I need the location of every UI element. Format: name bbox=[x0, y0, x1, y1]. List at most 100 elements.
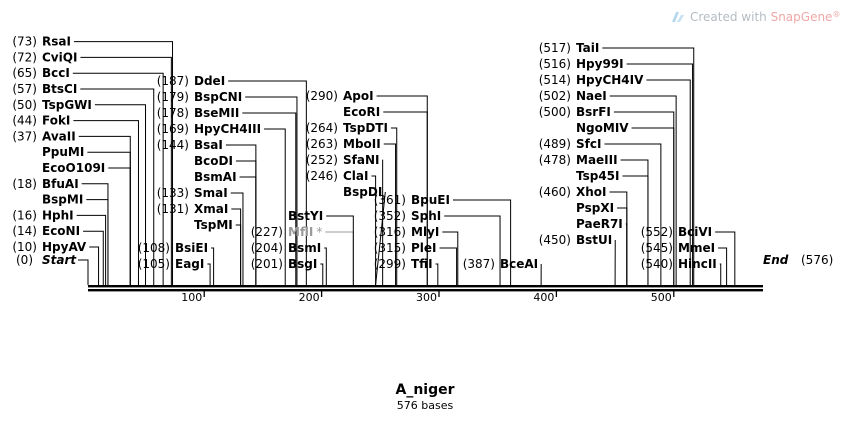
site-bsiei[interactable]: (108) BsiEI bbox=[138, 241, 208, 255]
site-plei[interactable]: (315) PleI bbox=[374, 241, 437, 255]
site-btsci[interactable]: (57) BtsCI bbox=[12, 82, 77, 96]
site-mboii[interactable]: (263) MboII bbox=[306, 137, 381, 151]
site-tspdti[interactable]: (264) TspDTI bbox=[306, 121, 388, 135]
site-name[interactable]: EagI bbox=[175, 257, 204, 271]
site-avaii[interactable]: (37) AvaII bbox=[12, 129, 75, 143]
site-ddei[interactable]: (187) DdeI bbox=[157, 74, 225, 88]
site-name[interactable]: SphI bbox=[411, 209, 441, 223]
site-tspgwi[interactable]: (50) TspGWI bbox=[12, 98, 92, 112]
site-bsmai[interactable]: BsmAI bbox=[194, 170, 237, 184]
site-bfuai[interactable]: (18) BfuAI bbox=[12, 177, 78, 191]
site-name[interactable]: XmaI bbox=[194, 202, 228, 216]
site-ecoo109i[interactable]: EcoO109I bbox=[42, 161, 105, 175]
site-tspmi[interactable]: TspMI bbox=[194, 218, 233, 232]
site-apoi[interactable]: (290) ApoI bbox=[306, 89, 374, 103]
site-bsgi[interactable]: (201) BsgI bbox=[251, 257, 318, 271]
site-mfli[interactable]: (227) MflI * bbox=[251, 225, 323, 239]
site-bceai[interactable]: (387) BceAI bbox=[463, 257, 538, 271]
site-foki[interactable]: (44) FokI bbox=[12, 114, 70, 128]
site-maeiii[interactable]: (478) MaeIII bbox=[539, 153, 618, 167]
site-name[interactable]: HpyAV bbox=[42, 240, 87, 254]
site-hphi[interactable]: (16) HphI bbox=[12, 208, 73, 222]
site-name[interactable]: MmeI bbox=[678, 241, 715, 255]
site-name[interactable]: HphI bbox=[42, 208, 74, 222]
site-bcivi[interactable]: (552) BciVI bbox=[641, 225, 712, 239]
site-name[interactable]: NaeI bbox=[576, 89, 607, 103]
site-name[interactable]: BseMII bbox=[194, 106, 239, 120]
site-name[interactable]: Hpy99I bbox=[576, 57, 624, 71]
site-name[interactable]: PpuMI bbox=[42, 145, 84, 159]
site-name[interactable]: HpyCH4III bbox=[194, 122, 261, 136]
site-naei[interactable]: (502) NaeI bbox=[539, 89, 607, 103]
site-paer7i[interactable]: PaeR7I bbox=[576, 217, 623, 231]
site-econi[interactable]: (14) EcoNI bbox=[12, 224, 80, 238]
site-xmai[interactable]: (131) XmaI bbox=[157, 202, 229, 216]
site-name[interactable]: PaeR7I bbox=[576, 217, 623, 231]
site-name[interactable]: MboII bbox=[343, 137, 381, 151]
site-ngomiv[interactable]: NgoMIV bbox=[576, 121, 629, 135]
site-name[interactable]: TfiI bbox=[411, 257, 433, 271]
site-name[interactable]: TaiI bbox=[576, 41, 599, 55]
site-mlyi[interactable]: (316) MlyI bbox=[374, 225, 440, 239]
site-name[interactable]: TspDTI bbox=[343, 121, 388, 135]
site-name[interactable]: SfcI bbox=[576, 137, 601, 151]
site-name[interactable]: ClaI bbox=[343, 169, 368, 183]
site-bcci[interactable]: (65) BccI bbox=[12, 66, 69, 80]
site-sfci[interactable]: (489) SfcI bbox=[539, 137, 602, 151]
site-bspcni[interactable]: (179) BspCNI bbox=[157, 90, 242, 104]
site-bpuei[interactable]: (361) BpuEI bbox=[374, 193, 450, 207]
site-tfii[interactable]: (299) TfiI bbox=[374, 257, 433, 271]
site-mmei[interactable]: (545) MmeI bbox=[641, 241, 715, 255]
site-hpyav[interactable]: (10) HpyAV bbox=[12, 240, 87, 254]
site-smai[interactable]: (133) SmaI bbox=[157, 186, 228, 200]
site-bsai[interactable]: (144) BsaI bbox=[157, 138, 223, 152]
site-name[interactable]: HpyCH4IV bbox=[576, 73, 644, 87]
site-name[interactable]: TspGWI bbox=[42, 98, 92, 112]
site-name[interactable]: Tsp45I bbox=[576, 169, 620, 183]
site-hpych4iv[interactable]: (514) HpyCH4IV bbox=[539, 73, 644, 87]
site-name[interactable]: BsmI bbox=[288, 241, 321, 255]
site-name[interactable]: EcoRI bbox=[343, 105, 380, 119]
site-name[interactable]: BceAI bbox=[500, 257, 538, 271]
site-name[interactable]: BstYI bbox=[288, 209, 323, 223]
site-bspmi[interactable]: BspMI bbox=[42, 193, 83, 207]
site-bsmi[interactable]: (204) BsmI bbox=[251, 241, 322, 255]
site-bspdi[interactable]: BspDI bbox=[343, 185, 382, 199]
site-name[interactable]: BsgI bbox=[288, 257, 317, 271]
site-name[interactable]: FokI bbox=[42, 114, 70, 128]
site-name[interactable]: TspMI bbox=[194, 218, 233, 232]
site-name[interactable]: MlyI bbox=[411, 225, 439, 239]
site-name[interactable]: MaeIII bbox=[576, 153, 618, 167]
site-name[interactable]: BspCNI bbox=[194, 90, 242, 104]
site-name[interactable]: EcoNI bbox=[42, 224, 80, 238]
site-name[interactable]: BtsCI bbox=[42, 82, 77, 96]
site-name[interactable]: BciVI bbox=[678, 225, 712, 239]
site-name[interactable]: EcoO109I bbox=[42, 161, 105, 175]
site-name[interactable]: BsrFI bbox=[576, 105, 611, 119]
site-rsai[interactable]: (73) RsaI bbox=[12, 35, 71, 49]
site-name[interactable]: BccI bbox=[42, 66, 70, 80]
site-clai[interactable]: (246) ClaI bbox=[306, 169, 369, 183]
site-name[interactable]: CviQI bbox=[42, 50, 77, 64]
site-bstyi[interactable]: BstYI bbox=[288, 209, 323, 223]
site-name[interactable]: MflI bbox=[288, 225, 313, 239]
site-xhoi[interactable]: (460) XhoI bbox=[539, 185, 607, 199]
site-bsrfi[interactable]: (500) BsrFI bbox=[539, 105, 611, 119]
site-name[interactable]: PspXI bbox=[576, 201, 614, 215]
site-bcodi[interactable]: BcoDI bbox=[194, 154, 233, 168]
site-name[interactable]: BpuEI bbox=[411, 193, 450, 207]
site-name[interactable]: DdeI bbox=[194, 74, 225, 88]
site-name[interactable]: SfaNI bbox=[343, 153, 379, 167]
site-name[interactable]: PleI bbox=[411, 241, 437, 255]
site-sphi[interactable]: (352) SphI bbox=[374, 209, 442, 223]
site-bstui[interactable]: (450) BstUI bbox=[539, 233, 613, 247]
site-hincii[interactable]: (540) HincII bbox=[641, 257, 717, 271]
site-bsemii[interactable]: (178) BseMII bbox=[157, 106, 240, 120]
site-ppumi[interactable]: PpuMI bbox=[42, 145, 84, 159]
site-name[interactable]: BfuAI bbox=[42, 177, 79, 191]
site-ecori[interactable]: EcoRI bbox=[343, 105, 380, 119]
site-name[interactable]: ApoI bbox=[343, 89, 374, 103]
site-cviqi[interactable]: (72) CviQI bbox=[12, 50, 77, 64]
site-hpych4iii[interactable]: (169) HpyCH4III bbox=[157, 122, 261, 136]
